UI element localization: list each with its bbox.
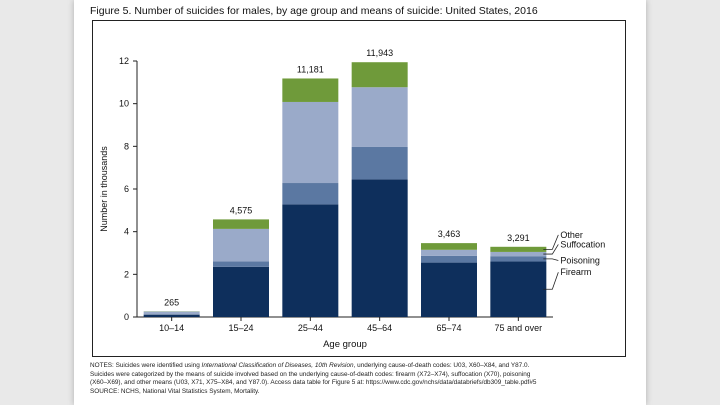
bar-segment-suffocation	[282, 101, 339, 184]
legend-leader-line	[543, 244, 559, 255]
bar-total-label: 11,943	[366, 48, 393, 58]
bar-segment-firearm	[421, 262, 477, 317]
x-tick-label: 45–64	[367, 323, 392, 333]
x-tick-label: 25–44	[298, 323, 323, 333]
bar-total-label: 265	[164, 297, 179, 307]
y-axis-title: Number in thousands	[99, 146, 109, 232]
bar-segment-suffocation	[143, 311, 200, 315]
notes-line-3: (X60–X69), and other means (U03, X71, X7…	[90, 379, 537, 387]
x-tick-label: 65–74	[436, 323, 461, 333]
bar-segment-firearm	[213, 266, 269, 317]
bar-segment-other	[351, 62, 408, 88]
x-tick-label: 15–24	[228, 323, 253, 333]
legend-leader-line	[543, 234, 559, 250]
bar-segment-other	[421, 243, 477, 250]
stacked-bar-chart: 0 2 4 6 8 10 12 Number in thousands 10–14 265 15–2…	[99, 48, 605, 350]
bar-segment-suffocation	[421, 249, 477, 256]
legend-label-poisoning: Poisoning	[560, 255, 600, 265]
legend-leader-line	[543, 272, 559, 290]
bar-segment-firearm	[351, 179, 408, 317]
bar-segment-firearm	[282, 204, 339, 317]
notes-line-1: NOTES: Suicides were identified using In…	[90, 362, 530, 369]
bar-segment-other	[213, 219, 269, 229]
y-tick-label: 8	[124, 141, 129, 151]
notes-line-2: Suicides were categorized by the means o…	[90, 370, 531, 378]
x-tick-label: 75 and over	[495, 323, 543, 333]
bar-segment-poisoning	[351, 146, 408, 180]
legend-leader-line	[543, 258, 559, 261]
bar-total-label: 11,181	[297, 64, 324, 74]
bar-segment-poisoning	[282, 183, 339, 205]
bar-segment-firearm	[490, 261, 547, 317]
y-tick-label: 0	[124, 312, 129, 322]
y-tick-label: 2	[124, 269, 129, 279]
chart-frame: 0 2 4 6 8 10 12 Number in thousands 10–14 265 15–2…	[92, 20, 626, 357]
bar-segment-poisoning	[490, 256, 547, 262]
y-tick-label: 10	[119, 99, 129, 109]
bar-segment-firearm	[143, 314, 200, 317]
chart-notes: NOTES: Suicides were identified using In…	[90, 362, 635, 396]
y-tick-label: 6	[124, 184, 129, 194]
bar-segment-suffocation	[351, 87, 408, 147]
bar-segment-poisoning	[213, 261, 269, 267]
bar-total-label: 3,291	[507, 233, 530, 243]
x-axis-title: Age group	[323, 339, 367, 350]
bar-segment-suffocation	[213, 228, 269, 262]
bar-segment-suffocation	[490, 251, 547, 257]
bar-total-label: 4,575	[230, 205, 253, 215]
bar-segment-poisoning	[421, 255, 477, 263]
figure-title: Figure 5. Number of suicides for males, …	[90, 5, 538, 17]
notes-line-4: SOURCE: NCHS, National Vital Statistics …	[90, 387, 260, 395]
bar-total-label: 3,463	[438, 229, 461, 239]
legend-label-suffocation: Suffocation	[560, 239, 605, 249]
x-tick-label: 10–14	[159, 323, 184, 333]
y-tick-label: 12	[119, 56, 129, 66]
slide: Figure 5. Number of suicides for males, …	[74, 0, 646, 405]
y-tick-label: 4	[124, 227, 129, 237]
legend-label-other: Other	[560, 230, 583, 240]
bar-segment-other	[490, 246, 547, 252]
legend-label-firearm: Firearm	[560, 267, 591, 277]
bar-segment-other	[282, 78, 339, 102]
